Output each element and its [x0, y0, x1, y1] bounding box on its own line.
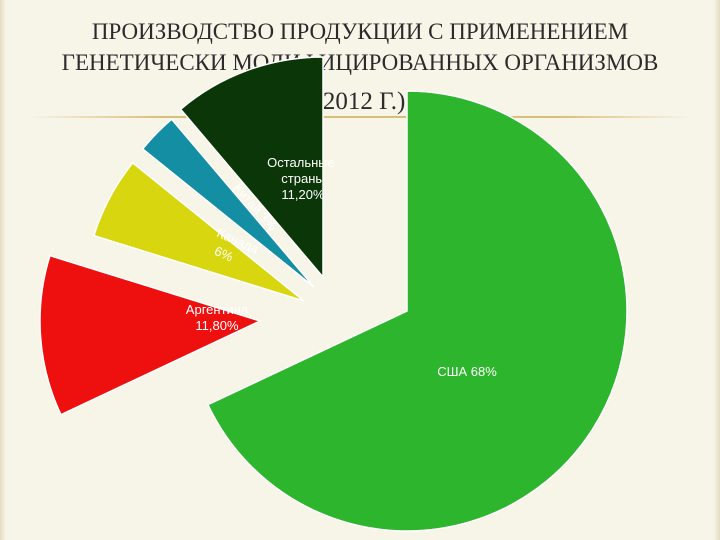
- slice-label-3-line-2: 6%: [212, 243, 236, 265]
- left-frame-border: [0, 0, 6, 540]
- right-frame-border: [714, 0, 720, 540]
- title-line-2: ГЕНЕТИЧЕСКИ МОДИФИЦИРОВАННЫХ ОРГАНИЗМОВ: [61, 50, 659, 75]
- pie-slice-5: [179, 56, 324, 280]
- slice-label-2-line-2: 11,80%: [195, 318, 239, 333]
- slice-label-1: США 68%: [437, 364, 497, 379]
- pie-slice-2: [39, 254, 263, 416]
- pie-slice-3: [92, 161, 305, 302]
- slice-label-2-line-1: Аргентина: [186, 302, 249, 317]
- title-line-1: ПРОИЗВОДСТВО ПРОДУКЦИИ С ПРИМЕНЕНИЕМ: [91, 19, 629, 44]
- slice-label-1-line-1: США 68%: [437, 364, 497, 379]
- pie-slice-4: [141, 118, 315, 288]
- slice-label-5-line-3: 11,20%: [281, 187, 325, 202]
- slide-subtitle: (2012 Г.): [314, 88, 406, 115]
- slide-title: ПРОИЗВОДСТВО ПРОДУКЦИИ С ПРИМЕНЕНИЕМ ГЕН…: [0, 16, 720, 78]
- pie-slice-1: [206, 90, 628, 532]
- slice-label-5-line-2: страны: [281, 171, 324, 186]
- slice-label-5-line-1: Остальные: [267, 155, 335, 170]
- title-underline: [28, 116, 692, 118]
